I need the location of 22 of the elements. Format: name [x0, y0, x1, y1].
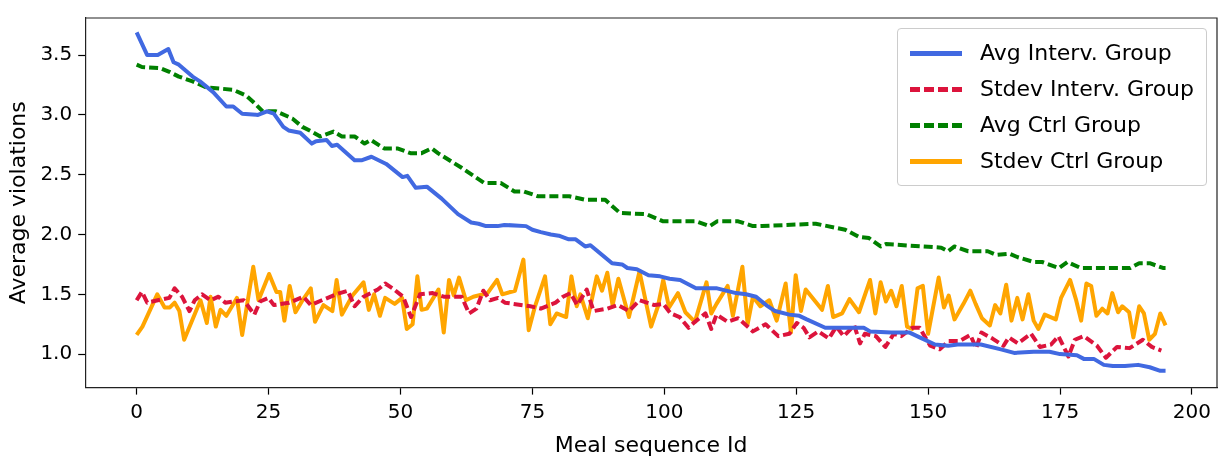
- y-tick-label: 3.0: [40, 101, 73, 126]
- x-tick-label: 200: [1172, 398, 1212, 423]
- x-tick-label: 175: [1040, 398, 1080, 423]
- y-tick-label: 1.0: [40, 340, 73, 365]
- x-tick-label: 75: [519, 398, 546, 423]
- x-tick-label: 100: [645, 398, 684, 423]
- y-tick-label: 2.0: [40, 220, 73, 245]
- y-tick-label: 2.5: [40, 160, 73, 185]
- y-tick-label: 1.5: [40, 280, 73, 305]
- x-axis-title: Meal sequence Id: [554, 431, 748, 457]
- x-tick-label: 150: [909, 398, 948, 423]
- x-tick-label: 125: [777, 398, 816, 423]
- legend-label: Avg Ctrl Group: [980, 111, 1141, 139]
- y-axis-title: Average violations: [4, 101, 30, 305]
- y-tick-label: 3.5: [40, 41, 73, 66]
- legend-label: Stdev Ctrl Group: [980, 147, 1164, 175]
- x-tick-label: 0: [130, 398, 144, 423]
- x-tick-label: 50: [387, 398, 414, 423]
- line-series: [134, 281, 1164, 360]
- x-tick-label: 25: [255, 398, 282, 423]
- legend-label: Avg Interv. Group: [980, 39, 1172, 67]
- legend-label: Stdev Interv. Group: [980, 75, 1195, 103]
